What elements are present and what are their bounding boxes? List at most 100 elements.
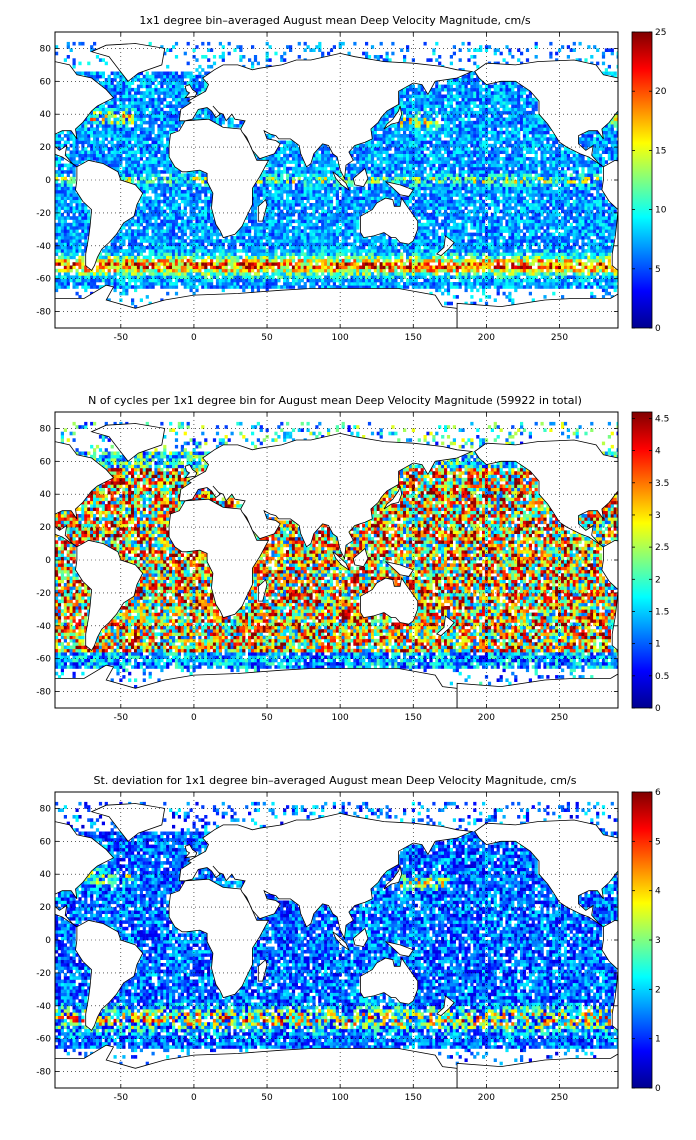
heatmap-cell [441,239,445,243]
heatmap-cell [128,242,132,247]
heatmap-cell [487,196,492,200]
heatmap-cell [613,285,617,289]
heatmap-cell [177,265,181,270]
heatmap-cell [470,183,474,187]
heatmap-cell [315,262,319,266]
heatmap-cell [289,272,293,276]
heatmap-cell [531,193,535,197]
heatmap-cell [60,219,64,224]
heatmap-cell [561,265,565,270]
heatmap-cell [423,282,427,286]
heatmap-cell [414,235,418,240]
heatmap-cell [324,226,328,230]
heatmap-cell [321,196,325,200]
heatmap-cell [461,193,465,197]
heatmap-cell [531,212,535,217]
heatmap-cell [201,206,205,210]
heatmap-cell [306,258,310,263]
heatmap-cell [274,203,278,207]
heatmap-cell [157,212,161,217]
heatmap-cell [376,245,380,250]
heatmap-cell [230,272,234,276]
heatmap-cell [180,265,184,270]
heatmap-cell [78,226,82,230]
heatmap-cell [69,235,73,240]
heatmap-cell [306,193,310,197]
heatmap-cell [236,275,240,279]
heatmap-cell [543,265,547,270]
heatmap-cell [496,232,500,237]
heatmap-cell [426,278,430,283]
heatmap-cell [84,226,88,230]
heatmap-cell [289,180,293,184]
heatmap-cell [587,183,591,187]
heatmap-cell [397,242,401,247]
heatmap-cell [563,189,568,194]
heatmap-cell [461,186,465,191]
heatmap-cell [78,203,82,207]
heatmap-cell [388,282,392,286]
heatmap-cell [596,196,600,200]
heatmap-cell [552,193,556,197]
heatmap-cell [95,278,100,283]
heatmap-cell [578,222,582,227]
heatmap-cell [435,282,439,286]
heatmap-cell [306,255,310,260]
heatmap-cell [212,226,217,230]
heatmap-cell [514,222,518,227]
heatmap-cell [610,216,614,220]
heatmap-cell [265,199,269,204]
heatmap-cell [274,272,278,276]
heatmap-cell [201,180,205,184]
heatmap-cell [125,262,129,266]
heatmap-cell [198,193,202,197]
heatmap-cell [479,285,483,289]
heatmap-cell [362,258,366,263]
heatmap-cell [186,249,190,253]
heatmap-cell [309,255,313,260]
heatmap-cell [55,278,59,283]
heatmap-cell [575,232,579,237]
heatmap-cell [476,268,480,273]
heatmap-cell [81,232,85,237]
heatmap-cell [268,282,272,286]
heatmap-cell [449,255,453,260]
heatmap-cell [493,219,497,224]
heatmap-cell [166,268,170,273]
heatmap-cell [596,183,600,187]
heatmap-cell [414,209,418,214]
heatmap-cell [528,186,532,191]
heatmap-cell [297,199,301,204]
heatmap-cell [318,268,322,273]
heatmap-cell [157,242,161,247]
heatmap-cell [312,242,316,247]
heatmap-cell [367,242,372,247]
heatmap-cell [69,252,73,256]
heatmap-cell [482,199,486,204]
heatmap-cell [607,265,611,270]
heatmap-cell [289,258,293,263]
heatmap-cell [496,262,500,266]
heatmap-cell [139,222,143,227]
heatmap-cell [180,258,184,263]
heatmap-cell [183,232,187,237]
heatmap-cell [403,180,407,184]
heatmap-cell [286,183,290,187]
heatmap-cell [511,183,515,187]
heatmap-cell [309,252,313,256]
heatmap-cell [198,196,202,200]
heatmap-cell [578,272,582,276]
heatmap-cell [180,219,184,224]
heatmap-cell [75,209,79,214]
heatmap-cell [297,226,301,230]
heatmap-cell [78,196,82,200]
heatmap-cell [444,209,448,214]
heatmap-cell [403,285,407,289]
heatmap-cell [511,272,515,276]
heatmap-cell [408,196,413,200]
heatmap-cell [596,226,600,230]
heatmap-cell [353,216,357,220]
heatmap-cell [230,245,234,250]
heatmap-cell [341,203,345,207]
heatmap-cell [172,262,176,266]
